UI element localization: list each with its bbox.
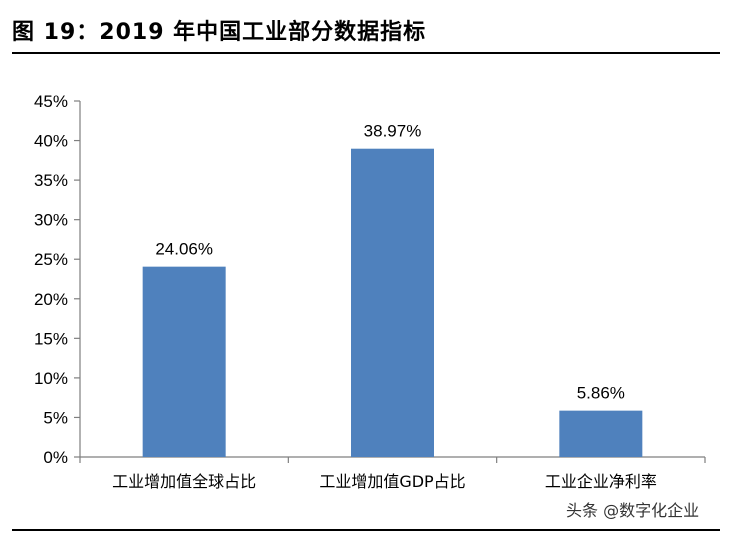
top-rule (12, 52, 720, 54)
chart-bars (142, 148, 643, 458)
y-tick-label: 20% (34, 290, 68, 309)
bottom-rule (12, 529, 720, 531)
chart-labels: 24.06% 工业增加值全球占比 38.97% 工业增加值GDP占比 5.86% 工业企业… (112, 122, 657, 491)
x-category-label: 工业增加值GDP占比 (319, 472, 465, 491)
y-tick-label: 0% (43, 448, 68, 467)
bar (142, 266, 226, 457)
y-tick-label: 30% (34, 211, 68, 230)
data-label: 5.86% (577, 384, 625, 403)
data-label: 24.06% (155, 240, 213, 259)
bar (559, 410, 643, 457)
figure-title: 图 19：2019 年中国工业部分数据指标 (12, 20, 427, 45)
y-tick-label: 10% (34, 369, 68, 388)
watermark: 头条 @数字化企业 (566, 501, 700, 520)
data-label: 38.97% (364, 122, 422, 141)
x-category-label: 工业企业净利率 (545, 472, 657, 491)
y-tick-label: 45% (34, 92, 68, 111)
y-tick-label: 15% (34, 329, 68, 348)
y-tick-label: 35% (34, 171, 68, 190)
y-tick-label: 40% (34, 132, 68, 151)
bar (351, 148, 434, 458)
y-tick-label: 5% (43, 408, 68, 427)
x-category-label: 工业增加值全球占比 (112, 472, 256, 491)
y-tick-label: 25% (34, 250, 68, 269)
